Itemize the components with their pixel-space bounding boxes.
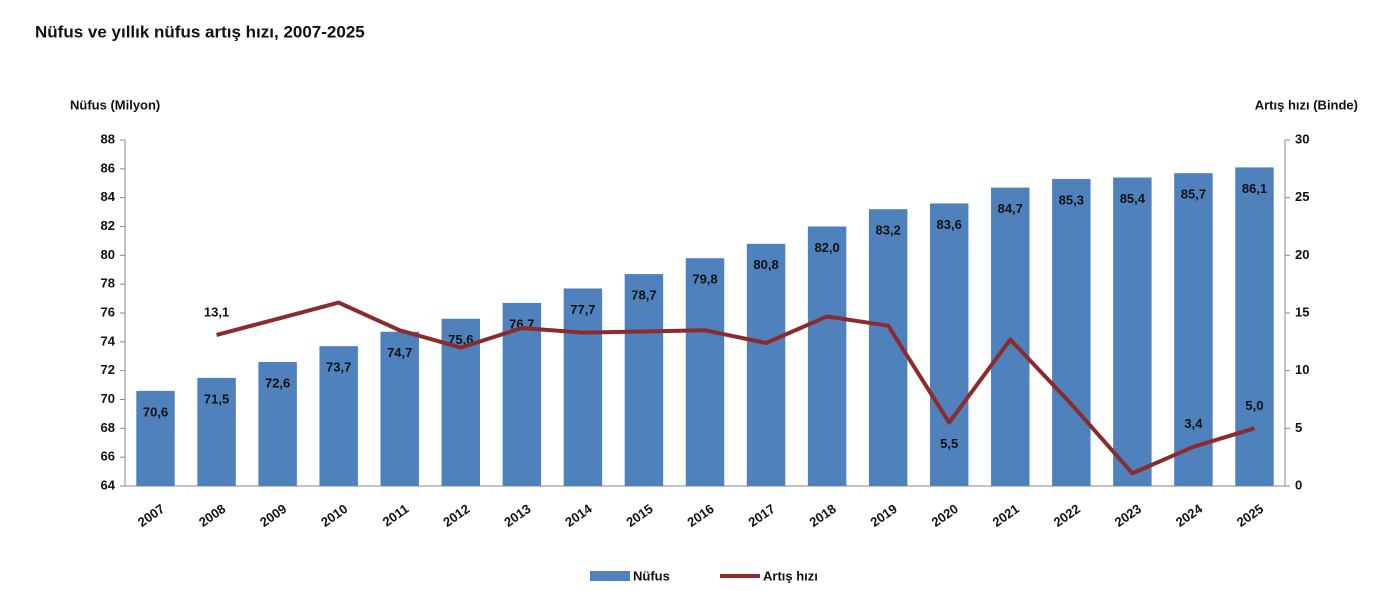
line-series [216,300,1256,476]
bar [746,243,786,486]
legend-label: Artış hızı [763,568,818,583]
bar-value-label: 79,8 [692,272,717,287]
bar-value-label: 85,7 [1181,187,1206,202]
y-tick-label: 80 [101,247,115,262]
y2-tick-label: 15 [1295,304,1309,319]
bar [991,187,1030,486]
bar-value-label: 83,2 [876,223,901,238]
line-value-label: 5,5 [940,436,958,451]
bar [380,331,419,486]
y2-tick-label: 30 [1295,131,1309,146]
y2-axis-title: Artış hızı (Binde) [1255,97,1358,112]
y-tick-label: 86 [101,160,115,175]
bar-value-label: 82,0 [814,240,839,255]
legend-swatch [590,571,630,581]
bar [319,346,358,486]
bar-value-label: 73,7 [326,360,351,375]
y2-tick-label: 25 [1295,189,1309,204]
bar-value-label: 85,4 [1120,191,1146,206]
bar [258,362,297,486]
line-value-label: 13,1 [204,304,229,319]
bar-value-label: 80,8 [753,257,778,272]
bar [807,226,847,486]
bar [136,390,175,486]
y2-tick-label: 0 [1295,477,1302,492]
y-tick-label: 66 [101,449,115,464]
y-tick-label: 68 [101,420,115,435]
bar-value-label: 84,7 [998,201,1023,216]
y2-tick-label: 5 [1295,420,1302,435]
bar [624,274,664,486]
y-tick-label: 78 [101,276,115,291]
legend-label: Nüfus [633,568,670,583]
line-value-label: 3,4 [1184,416,1203,431]
bar [1113,177,1152,486]
y-tick-label: 72 [101,362,115,377]
bar [197,377,236,486]
y2-tick-label: 20 [1295,247,1309,262]
y-tick-label: 64 [101,477,116,492]
bar [1235,167,1274,486]
chart-title: Nüfus ve yıllık nüfus artış hızı, 2007-2… [35,22,365,41]
y-axis-title: Nüfus (Milyon) [70,97,160,112]
bar-value-label: 71,5 [204,391,229,406]
bar-value-label: 78,7 [631,288,656,303]
bar-value-label: 85,3 [1059,192,1084,207]
bar-value-label: 74,7 [387,345,412,360]
bar [563,288,603,486]
bar [1174,173,1213,487]
bar-value-label: 75,6 [448,332,473,347]
bar-value-label: 83,6 [937,217,962,232]
y-tick-label: 82 [101,218,115,233]
y-tick-label: 88 [101,131,115,146]
bar [1052,178,1091,487]
bar [685,258,725,486]
y-tick-label: 74 [101,333,116,348]
bar-value-label: 77,7 [570,302,595,317]
y-tick-label: 76 [101,304,115,319]
y-tick-label: 70 [101,391,115,406]
line-value-label: 5,0 [1245,398,1263,413]
bar-value-label: 72,6 [265,375,290,390]
bar [929,203,969,486]
bar-value-label: 86,1 [1242,181,1267,196]
y2-tick-label: 10 [1295,362,1309,377]
bar-value-label: 70,6 [143,404,168,419]
y-tick-label: 84 [101,189,116,204]
